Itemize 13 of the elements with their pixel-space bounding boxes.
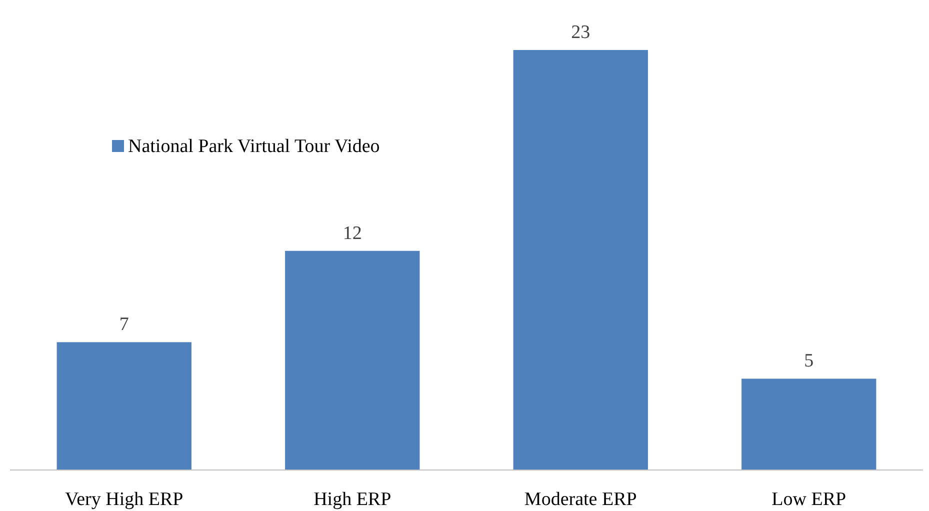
- x-tick-label: Very High ERP: [65, 489, 184, 510]
- data-label: 7: [119, 314, 129, 336]
- data-label: 5: [804, 350, 814, 372]
- legend-label: National Park Virtual Tour Video: [128, 136, 380, 157]
- x-tick-label: Low ERP: [772, 489, 846, 510]
- bar: [513, 50, 648, 470]
- x-tick-label: High ERP: [314, 489, 392, 510]
- bar: [56, 342, 192, 470]
- data-label: 23: [571, 22, 590, 43]
- bar: [742, 378, 876, 470]
- data-label: 12: [342, 222, 362, 244]
- x-tick-label: Moderate ERP: [524, 489, 637, 510]
- bar: [285, 250, 420, 470]
